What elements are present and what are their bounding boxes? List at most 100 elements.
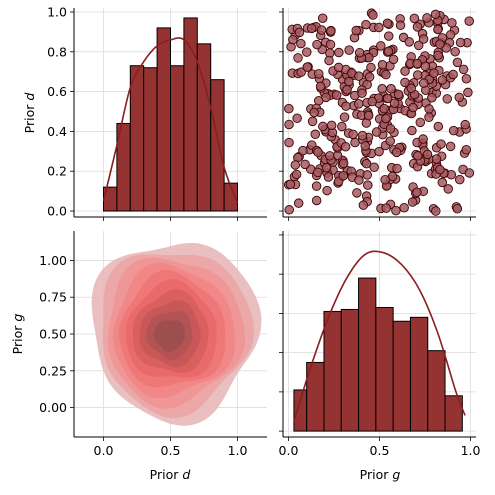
scatter-point — [386, 84, 396, 94]
scatter-point — [443, 184, 453, 194]
axis-label-word: Prior — [10, 322, 25, 355]
scatter-point — [367, 96, 377, 107]
y-tick-label: 0.75 — [39, 290, 67, 305]
scatter-point — [348, 129, 358, 140]
scatter-point — [339, 112, 350, 122]
histogram-bar — [340, 308, 360, 432]
scatter-point — [354, 47, 365, 58]
y-tick-label: 1.00 — [39, 253, 67, 268]
scatter-point — [381, 113, 391, 124]
scatter-point — [325, 151, 335, 161]
scatter-point — [344, 45, 354, 55]
histogram-bar — [223, 182, 239, 212]
panel-bottom-right: 0.0 0.5 1.0 — [279, 231, 481, 458]
x-tick-label: 1.0 — [461, 443, 481, 458]
scatter-point — [392, 163, 402, 174]
scatter-point — [424, 104, 434, 114]
axis-label-word: Prior — [22, 101, 37, 134]
scatter-point — [314, 69, 324, 79]
histogram-bar — [129, 65, 145, 212]
scatter-point — [452, 57, 463, 68]
scatter-point — [325, 39, 336, 50]
scatter-point — [448, 125, 459, 136]
axis-label-variable: d — [22, 93, 37, 101]
scatter-point — [445, 141, 456, 152]
scatter-point — [433, 50, 443, 61]
panel-top-right — [279, 8, 476, 221]
scatter-point — [458, 64, 469, 75]
x-tick-label: 1.0 — [228, 443, 248, 458]
scatter-point — [369, 162, 379, 172]
scatter-point — [381, 69, 391, 80]
histogram-bar — [170, 65, 185, 212]
histogram-bar — [323, 310, 342, 432]
scatter-point — [342, 85, 352, 95]
scatter-point — [302, 47, 312, 57]
panel-bottom-left: 0.0 0.5 1.0 0.00 0.25 0.50 0.75 1.00 — [39, 231, 267, 458]
scatter-point — [395, 20, 406, 31]
scatter-point — [393, 89, 404, 100]
scatter-point — [291, 169, 302, 180]
scatter-point — [361, 158, 372, 169]
axis-label-variable: g — [392, 467, 400, 482]
kde-line — [293, 250, 466, 422]
scatter-point — [354, 175, 364, 185]
scatter-point — [331, 90, 342, 100]
scatter-point — [352, 188, 362, 198]
y-tick-label: 0.00 — [39, 400, 67, 415]
axis-label-variable: d — [182, 467, 190, 482]
histogram-bar — [444, 395, 463, 432]
scatter-point — [412, 22, 423, 32]
scatter-point — [333, 62, 344, 73]
scatter-point — [412, 70, 423, 80]
scatter-point — [284, 137, 294, 148]
y-tick-label: 0.6 — [47, 84, 67, 99]
histogram-bar — [409, 316, 429, 432]
scatter-point — [452, 204, 463, 214]
scatter-point — [435, 164, 445, 175]
scatter-point — [450, 47, 460, 57]
scatter-point — [362, 170, 373, 180]
scatter-point — [321, 162, 332, 173]
scatter-point — [284, 205, 294, 215]
scatter-point — [363, 180, 373, 190]
scatter-point — [379, 103, 389, 114]
histogram-bar — [293, 389, 308, 432]
scatter-point — [337, 121, 347, 132]
kde-contour-level — [153, 320, 185, 352]
scatter-point — [338, 170, 349, 181]
y-axis-label-prior-d: Prior d — [22, 93, 37, 134]
scatter-point — [430, 9, 441, 20]
scatter-point — [448, 69, 458, 80]
scatter-point — [376, 41, 386, 51]
scatter-point — [461, 74, 472, 84]
scatter-point — [294, 27, 305, 38]
scatter-point — [412, 58, 422, 69]
scatter-point — [422, 13, 432, 23]
scatter-point — [318, 121, 328, 132]
scatter-point — [442, 94, 452, 104]
scatter-point — [408, 102, 418, 113]
histogram-bar — [210, 79, 225, 212]
scatter-point — [388, 54, 399, 65]
scatter-point — [464, 168, 475, 178]
y-tick-label: 0.2 — [47, 164, 67, 179]
kde-line — [102, 37, 239, 204]
scatter-point — [464, 16, 474, 26]
scatter-point — [418, 34, 429, 44]
scatter-point — [351, 25, 361, 36]
scatter-point — [381, 203, 391, 213]
histogram-bar — [392, 320, 411, 432]
histogram-bar — [156, 27, 172, 212]
scatter-point — [298, 145, 308, 156]
x-tick-label: 0.0 — [279, 443, 299, 458]
axis-label-variable: g — [10, 314, 25, 322]
scatter-point — [309, 107, 319, 118]
scatter-point — [384, 31, 394, 41]
scatter-point — [316, 25, 327, 35]
scatter-point — [382, 93, 393, 104]
scatter-point — [312, 39, 322, 50]
scatter-point — [340, 141, 351, 152]
scatter-point — [296, 38, 306, 49]
